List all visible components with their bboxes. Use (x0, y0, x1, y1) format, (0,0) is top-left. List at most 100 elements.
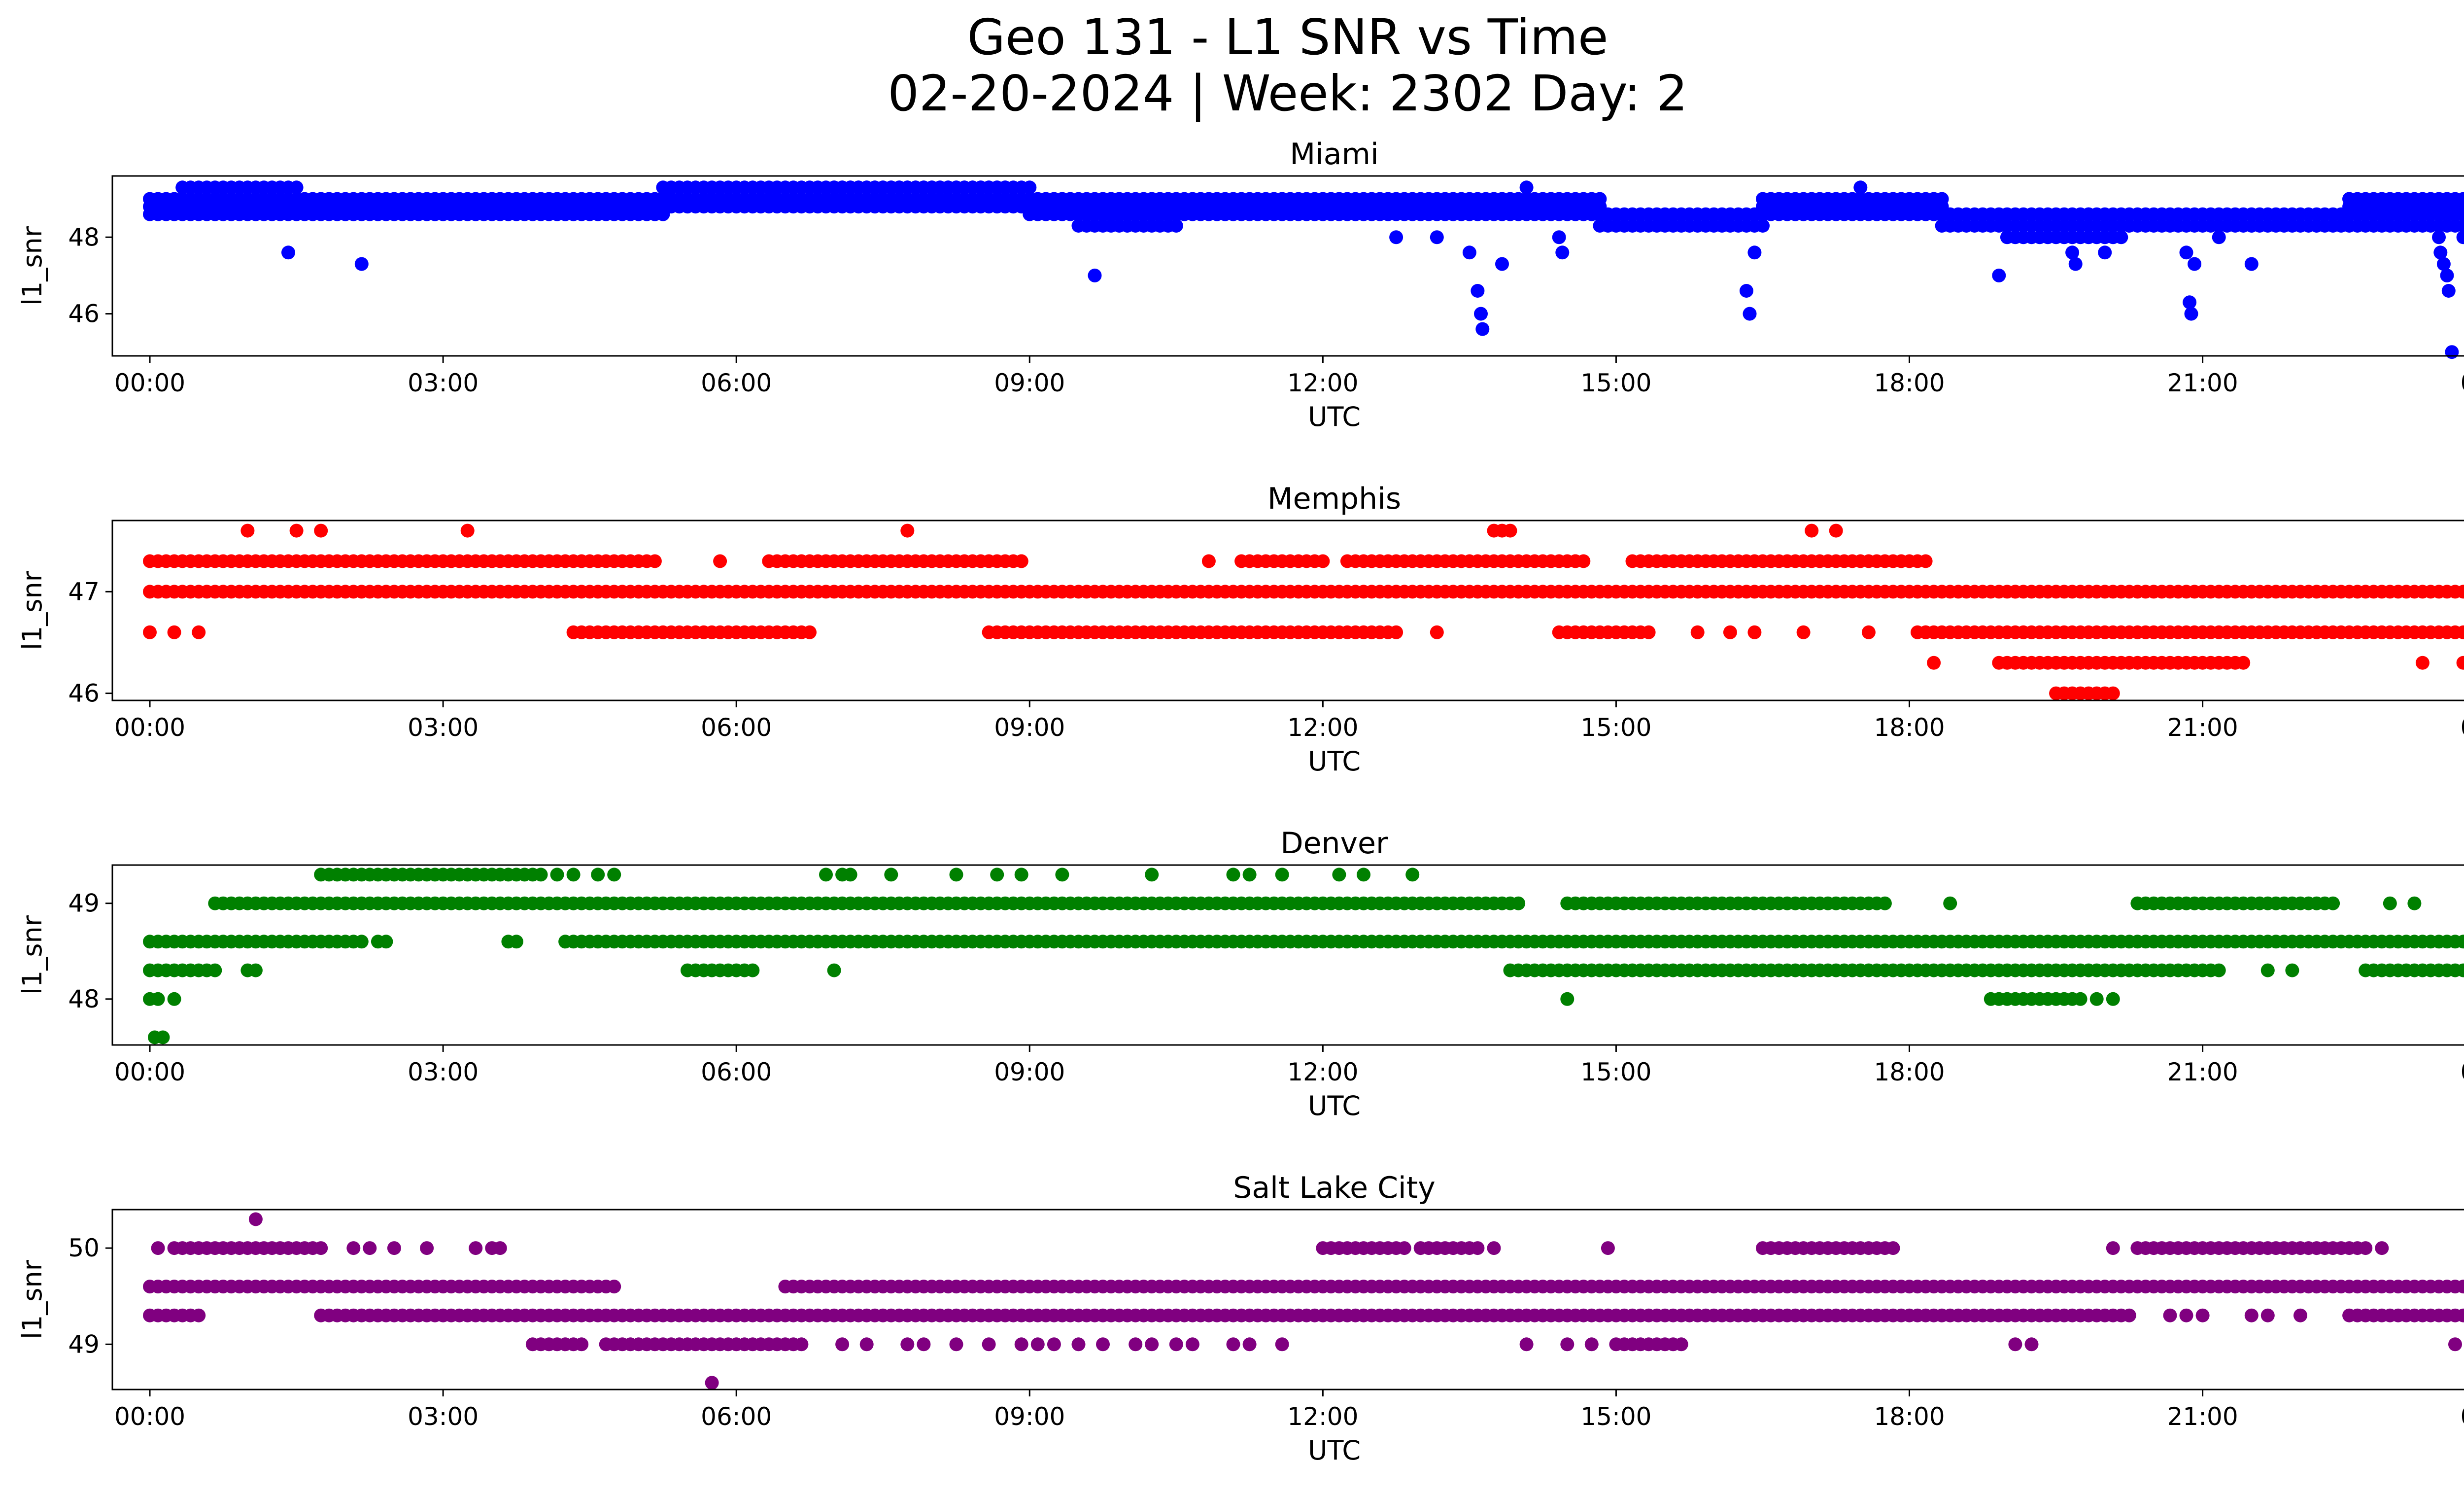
y-tick-label: 48 (68, 223, 100, 251)
y-tick-label: 46 (68, 679, 100, 708)
x-tick-label: 12:00 (1287, 1402, 1358, 1431)
x-axis-label: UTC (1308, 401, 1361, 432)
data-point (281, 245, 295, 260)
x-tick-label: 15:00 (1580, 1402, 1651, 1431)
data-point (1405, 868, 1420, 882)
x-tick-label: 21:00 (2167, 1402, 2238, 1431)
data-point (248, 1212, 263, 1226)
data-point (1357, 868, 1370, 882)
data-point (2183, 295, 2197, 310)
data-point (1389, 230, 1403, 244)
data-series (143, 523, 2464, 700)
data-point (1584, 1337, 1599, 1352)
y-axis-label: l1_snr (17, 226, 48, 306)
data-point (2188, 257, 2202, 271)
data-point (1462, 245, 1476, 260)
data-point (1471, 284, 1485, 298)
data-point (289, 523, 304, 538)
data-point (1014, 868, 1028, 882)
data-point (1805, 523, 1819, 538)
x-tick-label: 15:00 (1580, 369, 1651, 397)
data-point (2448, 1337, 2462, 1352)
data-point (2456, 1280, 2464, 1294)
data-point (713, 554, 727, 568)
data-point (1861, 625, 1876, 639)
data-point (1918, 554, 1933, 568)
data-point (2456, 935, 2464, 949)
data-point (192, 625, 206, 639)
data-point (2114, 230, 2128, 244)
data-point (607, 868, 621, 882)
data-point (151, 1241, 165, 1255)
subplot-miami: Miami 00:00 03:00 06:00 09:00 12:00 15:00 18:00… (17, 137, 2464, 432)
data-point (819, 868, 833, 882)
data-point (1275, 1337, 1289, 1352)
data-point (575, 1337, 589, 1352)
x-tick-label: 00:00 (2461, 713, 2464, 742)
x-tick-label: 06:00 (701, 1402, 772, 1431)
data-point (2359, 1241, 2373, 1255)
data-point (1226, 868, 1240, 882)
data-point (379, 935, 393, 949)
data-point (2073, 992, 2088, 1006)
data-point (2342, 192, 2357, 206)
data-point (2433, 245, 2448, 260)
data-point (1145, 868, 1159, 882)
data-point (900, 523, 915, 538)
data-point (1242, 868, 1257, 882)
data-point (1552, 230, 1566, 244)
data-point (607, 1280, 621, 1294)
x-tick-label: 03:00 (408, 369, 479, 397)
data-point (2089, 992, 2104, 1006)
data-point (2436, 257, 2451, 271)
data-point (1023, 180, 1037, 195)
data-point (2244, 257, 2259, 271)
data-point (192, 1308, 206, 1322)
y-tick-label: 50 (68, 1234, 100, 1262)
data-point (1471, 1241, 1485, 1255)
data-point (1201, 554, 1216, 568)
data-point (469, 1241, 483, 1255)
data-point (1185, 1337, 1199, 1352)
data-point (1568, 554, 1582, 568)
data-point (794, 1337, 809, 1352)
x-tick-label: 18:00 (1874, 1402, 1945, 1431)
data-point (1593, 192, 1607, 206)
data-point (2212, 230, 2226, 244)
data-point (1918, 625, 1933, 639)
data-point (143, 625, 157, 639)
y-tick-label: 49 (68, 889, 100, 918)
data-point (2236, 656, 2251, 670)
data-point (1943, 896, 1957, 910)
x-tick-label: 18:00 (1874, 713, 1945, 742)
x-tick-label: 18:00 (1874, 1058, 1945, 1086)
x-tick-label: 12:00 (1287, 369, 1358, 397)
data-point (2024, 1337, 2039, 1352)
data-point (884, 868, 898, 882)
figure-title-line2: 02-20-2024 | Week: 2302 Day: 2 (888, 65, 1687, 122)
data-point (1992, 268, 2006, 282)
x-tick-label: 03:00 (408, 1402, 479, 1431)
data-point (2212, 963, 2226, 977)
data-point (2244, 1308, 2259, 1322)
data-point (208, 963, 222, 977)
x-tick-label: 06:00 (701, 713, 772, 742)
data-point (1519, 1337, 1534, 1352)
data-series (143, 1212, 2464, 1390)
data-point (2326, 896, 2340, 910)
data-point (1332, 868, 1346, 882)
data-point (167, 992, 181, 1006)
x-tick-label: 00:00 (2461, 369, 2464, 397)
y-axis-label: l1_snr (17, 1259, 48, 1339)
data-point (2184, 307, 2198, 321)
data-point (363, 1241, 377, 1255)
x-tick-label: 21:00 (2167, 369, 2238, 397)
data-point (1169, 219, 1183, 233)
x-tick-label: 15:00 (1580, 713, 1651, 742)
data-point (2195, 1308, 2210, 1322)
data-point (2456, 963, 2464, 977)
x-tick-label: 06:00 (701, 1058, 772, 1086)
data-point (1474, 307, 1488, 321)
data-point (1129, 1337, 1143, 1352)
